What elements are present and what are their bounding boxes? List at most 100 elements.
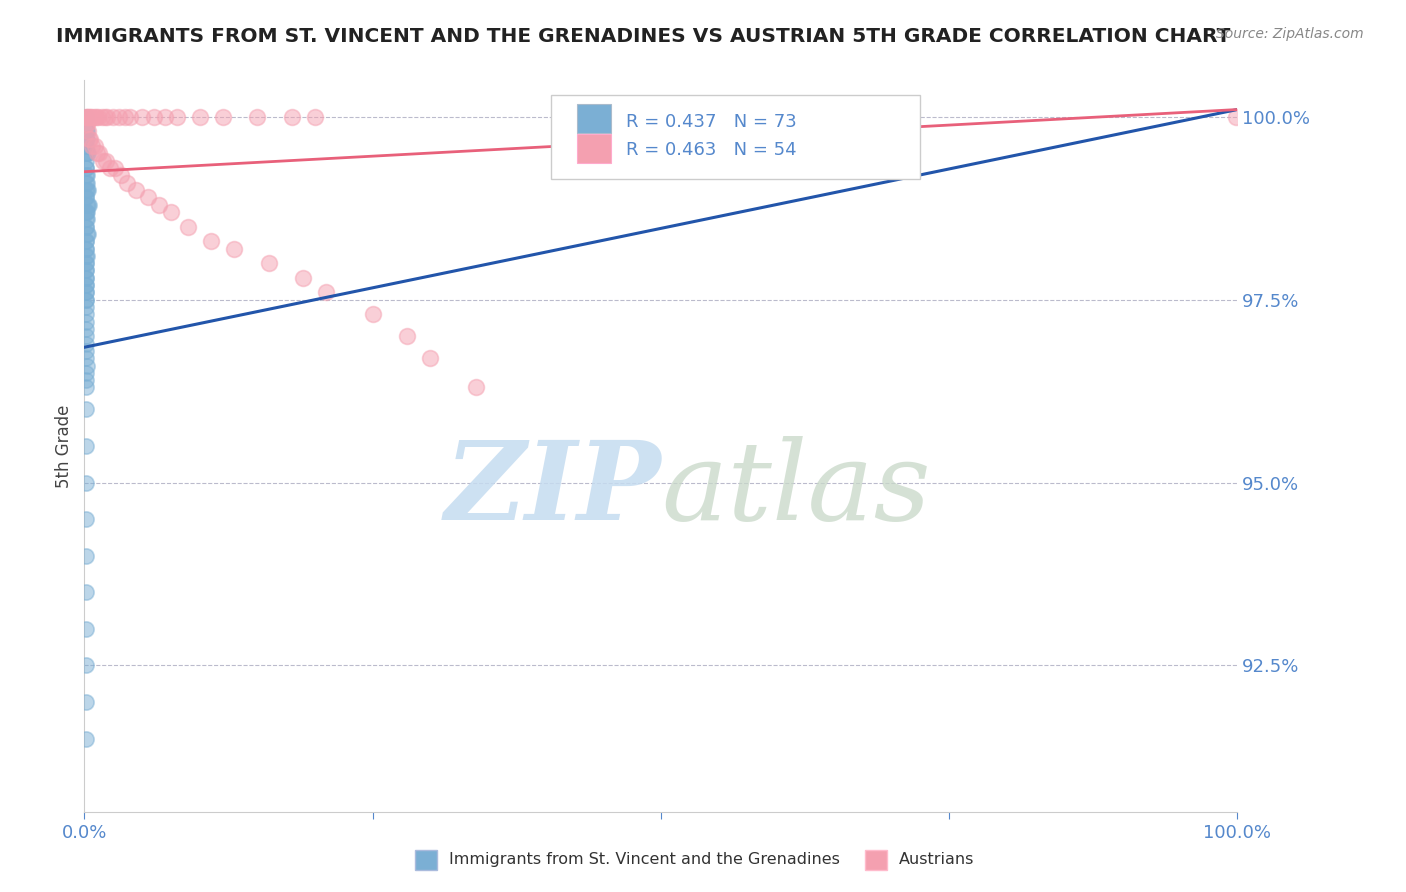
Point <box>76 124 98 138</box>
Point <box>77 132 100 146</box>
Point <box>75 285 97 300</box>
Point <box>76 197 98 211</box>
Point <box>96 153 118 168</box>
Point <box>75 219 97 234</box>
Point <box>75 110 97 124</box>
Point <box>75 234 97 248</box>
Point <box>80 110 103 124</box>
Text: R = 0.437   N = 73: R = 0.437 N = 73 <box>626 113 797 131</box>
Point <box>75 212 97 227</box>
Text: Source: ZipAtlas.com: Source: ZipAtlas.com <box>1216 27 1364 41</box>
Point <box>86 146 108 161</box>
Point <box>76 197 98 211</box>
Point <box>292 270 315 285</box>
Point <box>281 110 304 124</box>
Point <box>75 695 97 709</box>
Point <box>246 110 269 124</box>
Point <box>75 278 97 293</box>
Point <box>75 270 97 285</box>
Point <box>224 242 246 256</box>
Point <box>160 205 183 219</box>
Point <box>76 176 98 190</box>
Point <box>76 212 98 227</box>
Point <box>76 117 98 131</box>
Point <box>211 110 233 124</box>
Point <box>75 512 97 526</box>
Point <box>75 146 97 161</box>
Point <box>75 293 97 307</box>
Point <box>75 278 97 293</box>
Point <box>114 110 136 124</box>
Point <box>75 270 97 285</box>
Point <box>76 227 98 241</box>
Point <box>257 256 280 270</box>
Point <box>90 110 112 124</box>
Point <box>75 176 97 190</box>
Point <box>419 351 441 366</box>
Point <box>96 110 118 124</box>
Point <box>75 373 97 387</box>
Point <box>177 219 200 234</box>
Point <box>75 183 97 197</box>
Point <box>75 293 97 307</box>
Point <box>75 336 97 351</box>
Point <box>75 205 97 219</box>
Point <box>75 190 97 204</box>
Point <box>75 139 97 153</box>
Point <box>136 190 159 204</box>
Point <box>120 110 142 124</box>
Point <box>75 307 97 321</box>
Point <box>79 110 101 124</box>
Point <box>76 183 98 197</box>
Point <box>75 549 97 563</box>
Point <box>188 110 211 124</box>
Point <box>75 256 97 270</box>
Point <box>75 117 97 131</box>
Point <box>75 585 97 599</box>
Point <box>75 219 97 234</box>
Text: R = 0.463   N = 54: R = 0.463 N = 54 <box>626 141 797 159</box>
Point <box>110 169 132 183</box>
Point <box>83 139 105 153</box>
Point <box>75 205 97 219</box>
Point <box>87 110 110 124</box>
Point <box>465 380 488 394</box>
Point <box>103 110 124 124</box>
Point <box>76 124 98 138</box>
Point <box>75 285 97 300</box>
Point <box>83 110 105 124</box>
Text: ZIP: ZIP <box>444 436 661 543</box>
Point <box>76 132 98 146</box>
Point <box>148 197 170 211</box>
Point <box>315 285 337 300</box>
Text: Austrians: Austrians <box>898 853 974 867</box>
Point <box>76 249 98 263</box>
Point <box>75 234 97 248</box>
Point <box>79 132 101 146</box>
Point <box>108 110 131 124</box>
Point <box>200 234 222 248</box>
Point <box>75 658 97 673</box>
Point <box>75 132 97 146</box>
Point <box>361 307 384 321</box>
Point <box>396 329 419 343</box>
Point <box>75 110 97 124</box>
Point <box>84 110 107 124</box>
Point <box>91 153 114 168</box>
Text: Immigrants from St. Vincent and the Grenadines: Immigrants from St. Vincent and the Gren… <box>449 853 839 867</box>
Point <box>75 242 97 256</box>
Point <box>75 161 97 175</box>
Point <box>76 359 98 373</box>
Point <box>76 205 98 219</box>
Point <box>75 329 97 343</box>
Point <box>153 110 176 124</box>
Point <box>75 153 97 168</box>
Point <box>75 315 97 329</box>
Point <box>75 249 97 263</box>
Y-axis label: 5th Grade: 5th Grade <box>55 404 73 488</box>
Point <box>75 343 97 358</box>
Point <box>75 322 97 336</box>
FancyBboxPatch shape <box>551 95 921 179</box>
Point <box>304 110 326 124</box>
Point <box>75 242 97 256</box>
